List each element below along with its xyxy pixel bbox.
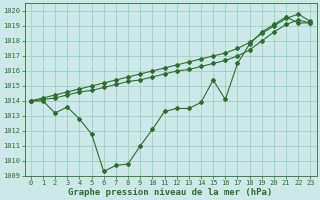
X-axis label: Graphe pression niveau de la mer (hPa): Graphe pression niveau de la mer (hPa): [68, 188, 273, 197]
